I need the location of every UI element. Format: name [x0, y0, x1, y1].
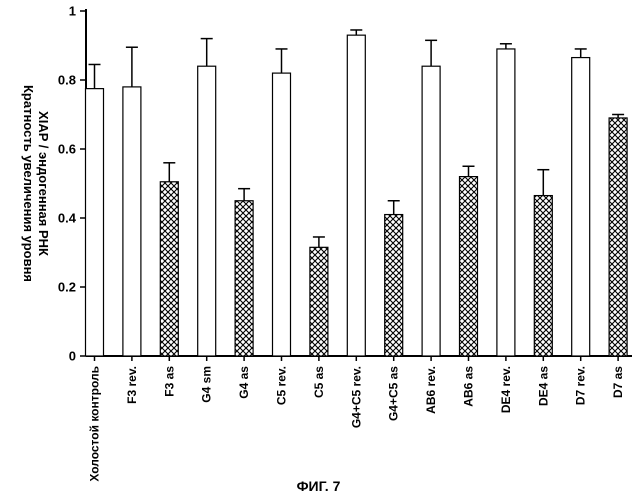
- x-ticks: Холостой контроль F3 rev. F3 as G4 sm G4 as C…: [88, 356, 626, 482]
- x-tick-label: DE4 rev.: [499, 366, 513, 413]
- bar: [160, 182, 178, 356]
- x-tick-label: F3 as: [162, 366, 176, 397]
- y-ticks: 0 0.2 0.4 0.6 0.8 1: [58, 4, 86, 364]
- bar: [347, 35, 365, 356]
- x-tick-label: G4 as: [237, 366, 251, 399]
- x-tick-label: D7 as: [611, 366, 625, 398]
- y-tick-label: 0.4: [58, 211, 77, 226]
- bar: [534, 196, 552, 356]
- figure-caption: ФИГ. 7: [0, 478, 637, 494]
- x-tick-label: G4+C5 rev.: [349, 366, 363, 428]
- x-tick-label: Холостой контроль: [88, 366, 102, 482]
- bar: [572, 58, 590, 356]
- x-tick-label: C5 as: [312, 366, 326, 398]
- y-tick-label: 0.8: [58, 73, 76, 88]
- x-tick-label: D7 rev.: [574, 366, 588, 405]
- y-tick-label: 0.6: [58, 142, 76, 157]
- bar: [123, 87, 141, 356]
- bar: [609, 118, 627, 356]
- bar: [460, 177, 478, 356]
- bar: [273, 73, 291, 356]
- x-tick-label: F3 rev.: [125, 366, 139, 404]
- bar: [422, 66, 440, 356]
- bar: [235, 201, 253, 356]
- x-tick-label: DE4 as: [536, 366, 550, 406]
- x-tick-label: G4+C5 as: [387, 366, 401, 421]
- y-axis-title-line: Кратность увеличения уровня: [21, 85, 36, 282]
- bar: [385, 215, 403, 356]
- x-tick-label: AB6 rev.: [424, 366, 438, 414]
- bar: [310, 247, 328, 356]
- bars: [86, 30, 628, 356]
- y-tick-label: 0.2: [58, 280, 76, 295]
- bar: [198, 66, 216, 356]
- bar: [86, 89, 104, 356]
- y-axis-title-line: XIAP / эндогенная РНК: [36, 111, 51, 256]
- x-tick-label: G4 sm: [200, 366, 214, 403]
- y-tick-label: 0: [69, 349, 76, 364]
- x-tick-label: C5 rev.: [275, 366, 289, 405]
- x-tick-label: AB6 as: [462, 366, 476, 407]
- y-tick-label: 1: [69, 4, 76, 19]
- bar: [497, 49, 515, 356]
- y-axis-label: Кратность увеличения уровняXIAP / эндоге…: [21, 85, 51, 282]
